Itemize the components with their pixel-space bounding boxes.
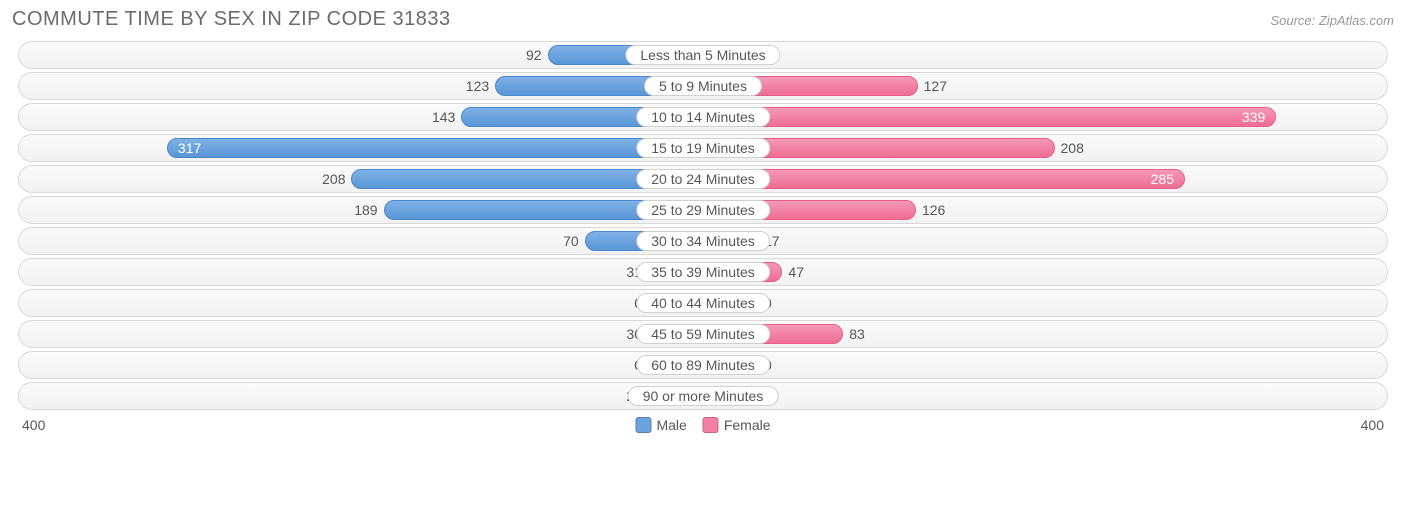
legend-swatch <box>703 417 719 433</box>
female-value: 83 <box>849 326 865 342</box>
category-label: 45 to 59 Minutes <box>636 324 770 344</box>
chart-footer: 400 Male Female 400 <box>22 414 1384 436</box>
category-label: 20 to 24 Minutes <box>636 169 770 189</box>
female-value: 208 <box>1061 140 1084 156</box>
male-value: 70 <box>563 233 579 249</box>
chart-row: 143 339 10 to 14 Minutes <box>18 103 1388 131</box>
legend-item: Male <box>635 417 686 433</box>
female-value: 126 <box>922 202 945 218</box>
chart-row: 317 208 15 to 19 Minutes <box>18 134 1388 162</box>
chart-header: COMMUTE TIME BY SEX IN ZIP CODE 31833 So… <box>12 8 1394 31</box>
category-label: Less than 5 Minutes <box>625 45 780 65</box>
male-value: 208 <box>322 171 345 187</box>
category-label: 90 or more Minutes <box>628 386 779 406</box>
male-bar <box>167 138 703 158</box>
female-value: 339 <box>1242 109 1265 125</box>
male-value: 189 <box>354 202 377 218</box>
chart-row: 308345 to 59 Minutes <box>18 320 1388 348</box>
chart-row: 208 285 20 to 24 Minutes <box>18 165 1388 193</box>
legend-item: Female <box>703 417 771 433</box>
chart-row: 123 127 5 to 9 Minutes <box>18 72 1388 100</box>
chart-row: 314735 to 39 Minutes <box>18 258 1388 286</box>
chart-title: COMMUTE TIME BY SEX IN ZIP CODE 31833 <box>12 8 451 31</box>
legend-label: Male <box>656 417 686 433</box>
chart-row: 189 126 25 to 29 Minutes <box>18 196 1388 224</box>
category-label: 35 to 39 Minutes <box>636 262 770 282</box>
category-label: 25 to 29 Minutes <box>636 200 770 220</box>
male-value: 123 <box>466 78 489 94</box>
male-value: 143 <box>432 109 455 125</box>
chart-source: Source: ZipAtlas.com <box>1270 13 1394 28</box>
female-value: 47 <box>788 264 804 280</box>
category-label: 5 to 9 Minutes <box>644 76 762 96</box>
chart-row: 0040 to 44 Minutes <box>18 289 1388 317</box>
category-label: 30 to 34 Minutes <box>636 231 770 251</box>
male-value: 92 <box>526 47 542 63</box>
chart-row: 9230Less than 5 Minutes <box>18 41 1388 69</box>
chart-legend: Male Female <box>635 417 770 433</box>
female-bar <box>703 107 1276 127</box>
chart-row: 0060 to 89 Minutes <box>18 351 1388 379</box>
chart-rows: 9230Less than 5 Minutes 123 127 5 to 9 Minu… <box>18 41 1388 410</box>
axis-right-label: 400 <box>1361 417 1384 433</box>
category-label: 60 to 89 Minutes <box>636 355 770 375</box>
chart-container: COMMUTE TIME BY SEX IN ZIP CODE 31833 So… <box>0 0 1406 442</box>
chart-row: 701730 to 34 Minutes <box>18 227 1388 255</box>
female-value: 285 <box>1151 171 1174 187</box>
female-bar <box>703 169 1185 189</box>
female-value: 127 <box>924 78 947 94</box>
legend-swatch <box>635 417 651 433</box>
chart-row: 21990 or more Minutes <box>18 382 1388 410</box>
axis-left-label: 400 <box>22 417 45 433</box>
category-label: 10 to 14 Minutes <box>636 107 770 127</box>
category-label: 40 to 44 Minutes <box>636 293 770 313</box>
male-value: 317 <box>178 140 201 156</box>
legend-label: Female <box>724 417 771 433</box>
category-label: 15 to 19 Minutes <box>636 138 770 158</box>
